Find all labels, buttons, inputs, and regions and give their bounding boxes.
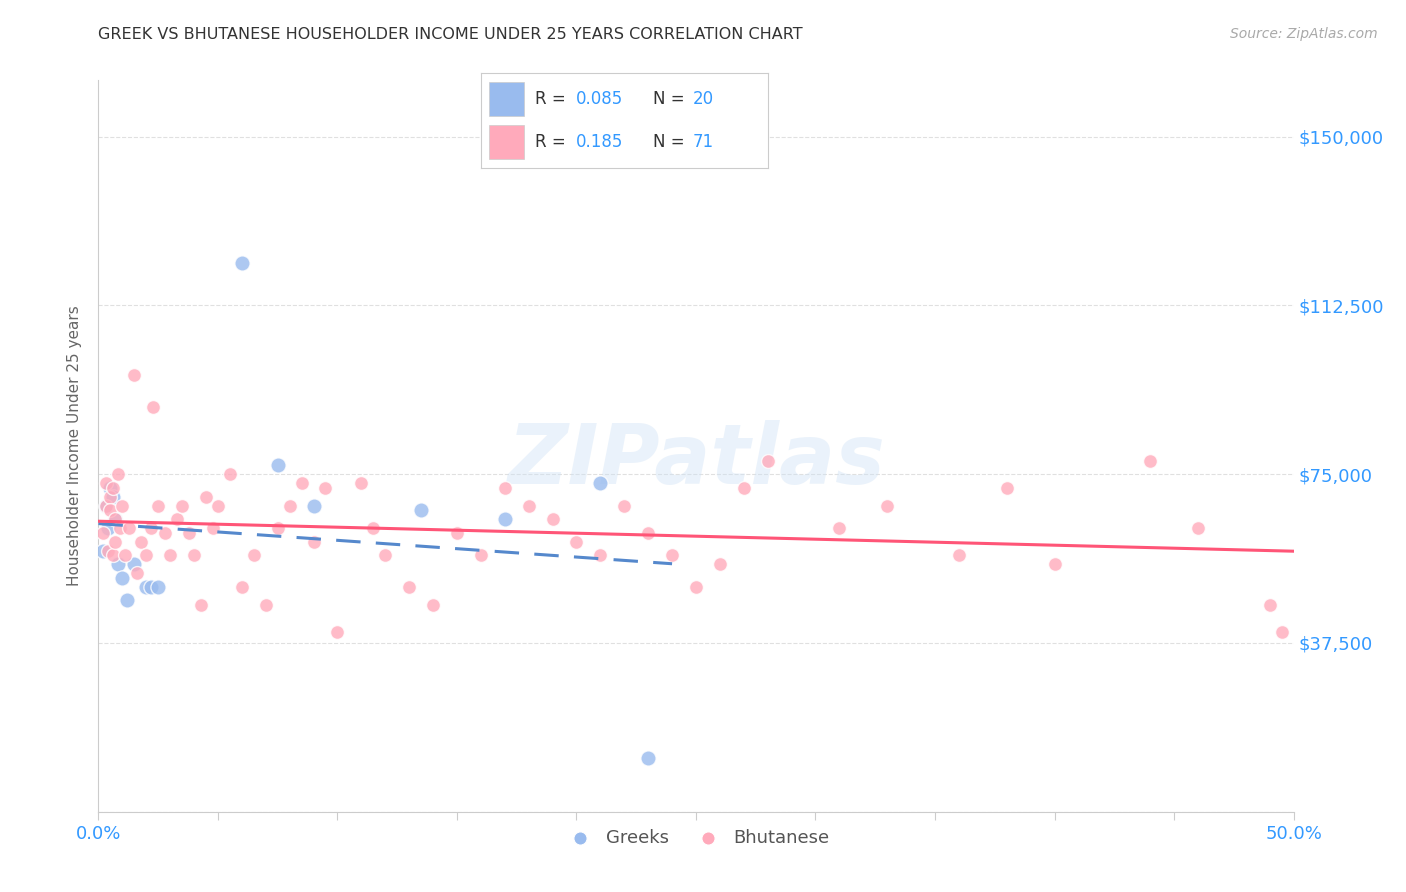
Point xyxy=(948,548,970,562)
Point xyxy=(995,481,1018,495)
Point xyxy=(589,476,612,491)
Point xyxy=(219,467,242,482)
Point xyxy=(91,543,114,558)
Point xyxy=(172,499,194,513)
Point xyxy=(207,499,229,513)
Point xyxy=(1187,521,1209,535)
Point xyxy=(446,525,468,540)
Point xyxy=(125,566,148,581)
Point xyxy=(101,481,124,495)
Point xyxy=(315,481,337,495)
Point xyxy=(124,368,146,383)
Point xyxy=(613,499,636,513)
Point xyxy=(97,521,120,535)
Point xyxy=(637,525,659,540)
Point xyxy=(101,490,124,504)
Point xyxy=(118,521,141,535)
Point xyxy=(267,521,290,535)
Point xyxy=(98,490,122,504)
Point xyxy=(159,548,181,562)
Point xyxy=(107,557,129,571)
Text: GREEK VS BHUTANESE HOUSEHOLDER INCOME UNDER 25 YEARS CORRELATION CHART: GREEK VS BHUTANESE HOUSEHOLDER INCOME UN… xyxy=(98,27,803,42)
Point xyxy=(231,255,253,269)
Point xyxy=(243,548,266,562)
Legend: Greeks, Bhutanese: Greeks, Bhutanese xyxy=(555,822,837,854)
Point xyxy=(111,571,134,585)
Point xyxy=(148,499,170,513)
Point xyxy=(398,580,420,594)
Point xyxy=(139,521,162,535)
Y-axis label: Householder Income Under 25 years: Householder Income Under 25 years xyxy=(67,306,83,586)
Point xyxy=(363,521,385,535)
Point xyxy=(494,512,516,526)
Point xyxy=(135,548,157,562)
Point xyxy=(326,624,349,639)
Point xyxy=(101,548,124,562)
Point xyxy=(267,458,290,472)
Point xyxy=(517,499,540,513)
Point xyxy=(104,512,127,526)
Text: ZIPatlas: ZIPatlas xyxy=(508,420,884,501)
Point xyxy=(876,499,898,513)
Point xyxy=(114,548,136,562)
Point xyxy=(183,548,205,562)
Point xyxy=(302,534,325,549)
Point xyxy=(685,580,707,594)
Point xyxy=(104,512,127,526)
Point xyxy=(142,400,165,414)
Point xyxy=(374,548,396,562)
Point xyxy=(94,476,117,491)
Point xyxy=(302,499,325,513)
Point xyxy=(115,593,138,607)
Point xyxy=(254,598,277,612)
Point xyxy=(94,499,117,513)
Point xyxy=(97,543,120,558)
Point xyxy=(278,499,301,513)
Point xyxy=(828,521,851,535)
Point xyxy=(135,580,157,594)
Point xyxy=(411,503,433,517)
Point xyxy=(637,750,659,764)
Point xyxy=(589,548,612,562)
Point xyxy=(422,598,444,612)
Point xyxy=(148,580,170,594)
Point xyxy=(166,512,188,526)
Point xyxy=(291,476,314,491)
Point xyxy=(661,548,683,562)
Point xyxy=(131,534,153,549)
Point xyxy=(94,499,117,513)
Point xyxy=(1043,557,1066,571)
Point xyxy=(1139,453,1161,467)
Point xyxy=(733,481,755,495)
Point xyxy=(179,525,201,540)
Point xyxy=(350,476,373,491)
Point xyxy=(139,580,162,594)
Point xyxy=(231,580,253,594)
Point xyxy=(91,525,114,540)
Point xyxy=(195,490,218,504)
Point xyxy=(104,534,127,549)
Point xyxy=(709,557,731,571)
Point xyxy=(202,521,225,535)
Point xyxy=(470,548,492,562)
Point xyxy=(541,512,564,526)
Point xyxy=(155,525,177,540)
Point xyxy=(494,481,516,495)
Point xyxy=(565,534,588,549)
Point xyxy=(98,481,122,495)
Point xyxy=(98,503,122,517)
Point xyxy=(1271,624,1294,639)
Point xyxy=(190,598,212,612)
Point xyxy=(107,467,129,482)
Point xyxy=(111,499,134,513)
Point xyxy=(108,521,131,535)
Text: Source: ZipAtlas.com: Source: ZipAtlas.com xyxy=(1230,27,1378,41)
Point xyxy=(1258,598,1281,612)
Point xyxy=(124,557,146,571)
Point xyxy=(756,453,779,467)
